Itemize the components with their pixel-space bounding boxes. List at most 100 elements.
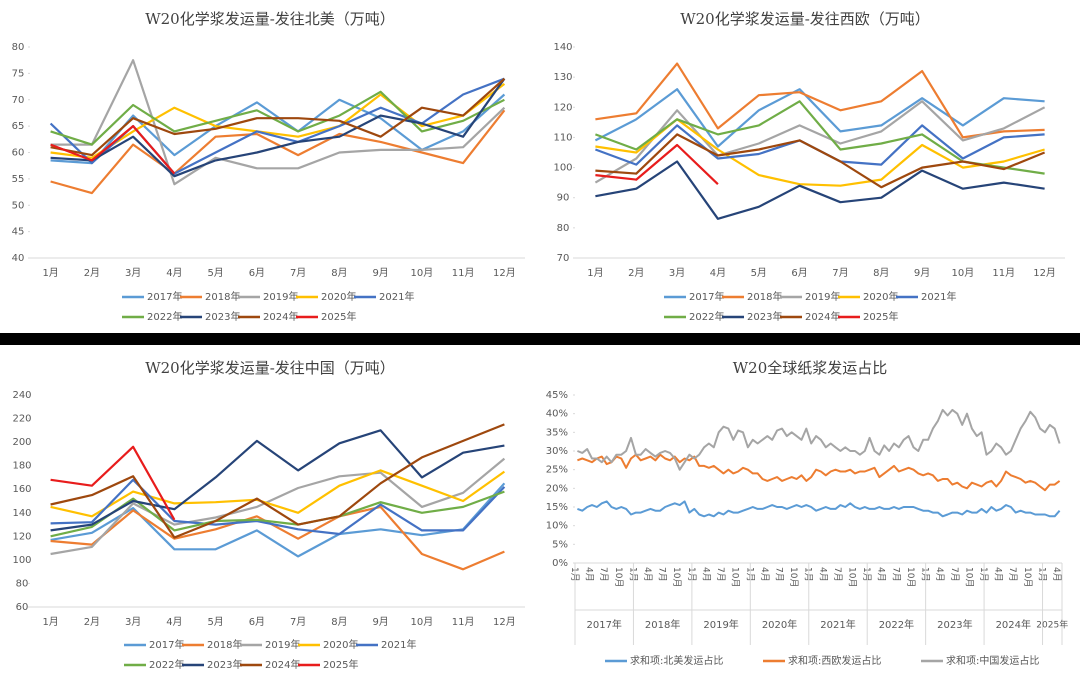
x-tick-label: 5月 bbox=[751, 267, 767, 279]
x-tick-label: 11月 bbox=[452, 616, 475, 628]
legend-label: 2025年 bbox=[323, 658, 358, 671]
series-line bbox=[50, 478, 506, 536]
legend-label: 2017年 bbox=[689, 290, 724, 303]
x-tick-label: 8月 bbox=[873, 267, 889, 279]
series-line bbox=[577, 500, 1061, 518]
legend-label: 2024年 bbox=[263, 310, 298, 323]
legend-label: 2023年 bbox=[207, 658, 242, 671]
x-tick-label: 9月 bbox=[372, 267, 388, 279]
y-tick-label: 20% bbox=[546, 483, 568, 494]
legend-label: 2020年 bbox=[321, 290, 356, 303]
x-tick-label: 10月 bbox=[788, 567, 799, 587]
x-tick-label: 8月 bbox=[331, 616, 347, 628]
legend-label: 求和项:中国发运占比 bbox=[946, 654, 1039, 667]
y-tick-label: 240 bbox=[12, 390, 31, 401]
legend-label: 2022年 bbox=[147, 310, 182, 323]
legend-label: 2023年 bbox=[205, 310, 240, 323]
year-label: 2022年 bbox=[879, 618, 914, 631]
chart-title: W20化学浆发运量-发往北美（万吨） bbox=[145, 10, 395, 28]
x-tick-label: 2月 bbox=[628, 267, 644, 279]
x-tick-label: 1月 bbox=[861, 567, 872, 582]
x-tick-label: 7月 bbox=[949, 567, 960, 582]
legend-label: 2019年 bbox=[265, 638, 300, 651]
y-tick-label: 30% bbox=[546, 446, 568, 457]
series-line bbox=[50, 78, 506, 178]
x-tick-label: 9月 bbox=[914, 267, 930, 279]
y-tick-label: 0% bbox=[552, 558, 568, 569]
series-line bbox=[50, 90, 505, 146]
x-tick-label: 10月 bbox=[963, 567, 974, 587]
series-line bbox=[595, 143, 719, 185]
x-tick-label: 6月 bbox=[249, 616, 265, 628]
y-tick-label: 40% bbox=[546, 409, 568, 420]
x-tick-label: 1月 bbox=[744, 567, 755, 582]
y-tick-label: 90 bbox=[557, 193, 570, 204]
year-label: 2023年 bbox=[937, 618, 972, 631]
x-tick-label: 4月 bbox=[710, 267, 726, 279]
x-tick-label: 3月 bbox=[125, 267, 141, 279]
series-line bbox=[50, 429, 505, 532]
y-tick-label: 70 bbox=[12, 95, 25, 106]
x-tick-label: 1月 bbox=[686, 567, 697, 582]
x-tick-label: 12月 bbox=[493, 616, 516, 628]
y-tick-label: 25% bbox=[546, 465, 568, 476]
divider bbox=[0, 333, 1080, 345]
x-tick-label: 4月 bbox=[166, 616, 182, 628]
x-tick-label: 1月 bbox=[920, 567, 931, 582]
x-tick-label: 1月 bbox=[627, 567, 638, 582]
y-tick-label: 220 bbox=[12, 414, 31, 425]
x-tick-label: 10月 bbox=[1022, 567, 1033, 587]
x-tick-label: 3月 bbox=[669, 267, 685, 279]
year-label: 2018年 bbox=[645, 618, 680, 631]
x-tick-label: 12月 bbox=[493, 267, 516, 279]
y-tick-label: 55 bbox=[12, 174, 25, 185]
x-tick-label: 1月 bbox=[978, 567, 989, 582]
y-tick-label: 75 bbox=[12, 68, 25, 79]
x-tick-label: 8月 bbox=[331, 267, 347, 279]
legend-label: 2021年 bbox=[921, 290, 956, 303]
y-tick-label: 110 bbox=[553, 132, 572, 143]
legend-label: 2024年 bbox=[265, 658, 300, 671]
x-tick-label: 7月 bbox=[1007, 567, 1018, 582]
y-tick-label: 130 bbox=[553, 72, 572, 83]
x-tick-label: 3月 bbox=[125, 616, 141, 628]
y-tick-label: 100 bbox=[553, 163, 572, 174]
series-line bbox=[50, 457, 506, 556]
y-tick-label: 160 bbox=[12, 484, 31, 495]
x-tick-label: 5月 bbox=[207, 267, 223, 279]
y-tick-label: 140 bbox=[553, 42, 572, 53]
y-tick-label: 200 bbox=[12, 437, 31, 448]
y-tick-label: 180 bbox=[12, 461, 31, 472]
x-tick-label: 2月 bbox=[84, 267, 100, 279]
legend-label: 2019年 bbox=[805, 290, 840, 303]
year-label: 2021年 bbox=[820, 618, 855, 631]
series-line bbox=[595, 133, 1046, 189]
legend-label: 2022年 bbox=[689, 310, 724, 323]
x-tick-label: 4月 bbox=[584, 567, 595, 582]
y-tick-label: 80 bbox=[16, 578, 29, 589]
y-tick-label: 45% bbox=[546, 390, 568, 401]
series-line bbox=[50, 59, 506, 186]
x-tick-label: 10月 bbox=[411, 616, 434, 628]
x-tick-label: 10月 bbox=[952, 267, 975, 279]
year-label: 2017年 bbox=[586, 618, 621, 631]
x-tick-label: 4月 bbox=[166, 267, 182, 279]
x-tick-label: 1月 bbox=[1036, 567, 1047, 582]
series-line bbox=[50, 490, 505, 538]
x-tick-label: 4月 bbox=[1051, 567, 1062, 582]
series-line bbox=[50, 469, 506, 518]
x-tick-label: 4月 bbox=[876, 567, 887, 582]
x-tick-label: 1月 bbox=[569, 567, 580, 582]
series-line bbox=[50, 423, 505, 539]
y-tick-label: 80 bbox=[12, 42, 25, 53]
year-label: 2025年 bbox=[1036, 619, 1068, 631]
legend-label: 2023年 bbox=[747, 310, 782, 323]
series-line bbox=[50, 445, 176, 521]
x-tick-label: 7月 bbox=[890, 567, 901, 582]
x-tick-label: 11月 bbox=[452, 267, 475, 279]
y-tick-label: 40 bbox=[12, 253, 25, 264]
y-tick-label: 50 bbox=[12, 200, 25, 211]
x-tick-label: 4月 bbox=[993, 567, 1004, 582]
legend-label: 2021年 bbox=[381, 638, 416, 651]
